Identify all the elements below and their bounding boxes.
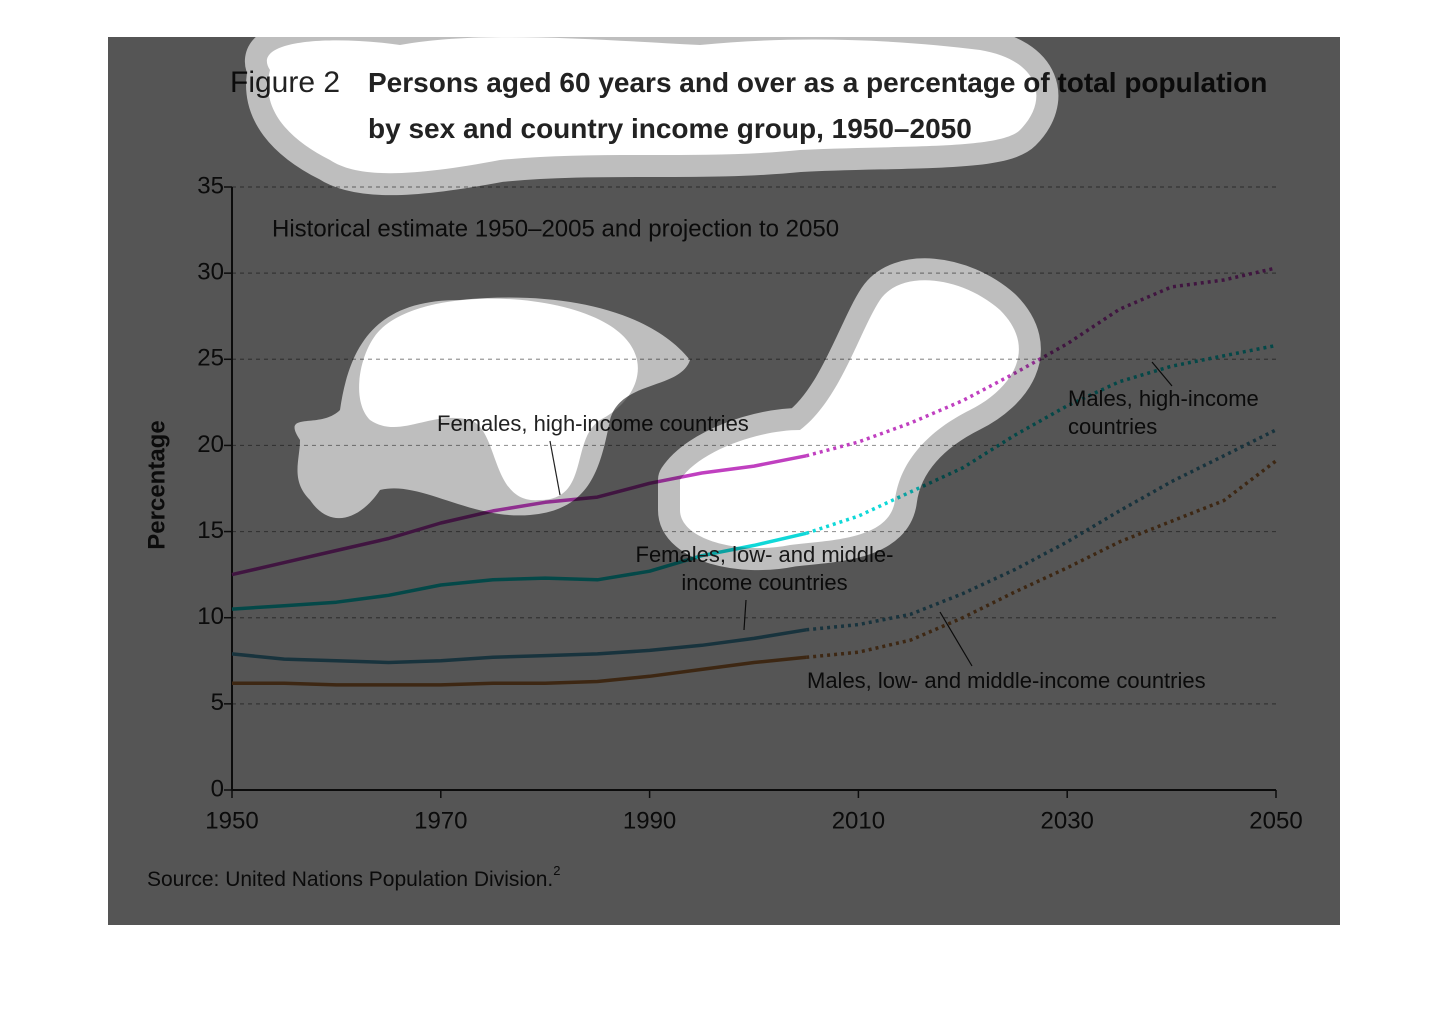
x-tick-label: 1990 xyxy=(623,807,676,834)
source-text: Source: United Nations Population Divisi… xyxy=(147,868,553,891)
y-tick-label: 25 xyxy=(197,345,224,372)
leader-line xyxy=(549,440,561,496)
source-note: 2 xyxy=(553,863,560,878)
y-tick-label: 35 xyxy=(197,172,224,199)
y-tick-label: 5 xyxy=(211,689,224,716)
overlay-dark xyxy=(108,37,1340,925)
series-label: Females, low- and middle-income countrie… xyxy=(635,542,894,595)
label-box: Females, high-income countries xyxy=(437,411,749,436)
series-label: Males, high-income countries xyxy=(1068,386,1259,439)
x-tick-label: 2030 xyxy=(1041,807,1094,834)
plot: 0 5 10 15 20 25 30 35 1950 1970 1990 2010 2030 2050 xyxy=(197,172,1302,834)
y-tick-label: 30 xyxy=(197,258,224,285)
x-tick-label: 2010 xyxy=(832,807,885,834)
label-box: Males, low- and middle-income countries xyxy=(807,668,1206,693)
figure-label: Figure 2 xyxy=(230,66,340,99)
series-label: Males, low- and middle-income countries xyxy=(807,668,1206,693)
y-axis-label: Percentage xyxy=(143,420,170,549)
overlay-halo xyxy=(108,37,1340,925)
label-box: Males, high-income countries xyxy=(1068,386,1259,439)
y-tick-label: 20 xyxy=(197,431,224,458)
y-tick-label: 15 xyxy=(197,517,224,544)
subtitle: Historical estimate 1950–2005 and projec… xyxy=(272,215,839,242)
history-line xyxy=(231,628,807,665)
x-tick-label: 1950 xyxy=(205,807,258,834)
overlay xyxy=(108,37,1340,925)
x-tick-label: 1970 xyxy=(414,807,467,834)
source: Source: United Nations Population Divisi… xyxy=(147,863,560,890)
y-tick-label: 0 xyxy=(211,775,224,802)
y-tick-label: 10 xyxy=(197,603,224,630)
label-box: Females, low- and middle-income countrie… xyxy=(635,542,894,595)
chart-title: Persons aged 60 years and over as a perc… xyxy=(368,67,1268,144)
series-label: Females, high-income countries xyxy=(437,411,749,436)
title-box: Persons aged 60 years and over as a perc… xyxy=(368,67,1268,144)
leader-line xyxy=(743,599,747,631)
x-tick-label: 2050 xyxy=(1249,807,1302,834)
